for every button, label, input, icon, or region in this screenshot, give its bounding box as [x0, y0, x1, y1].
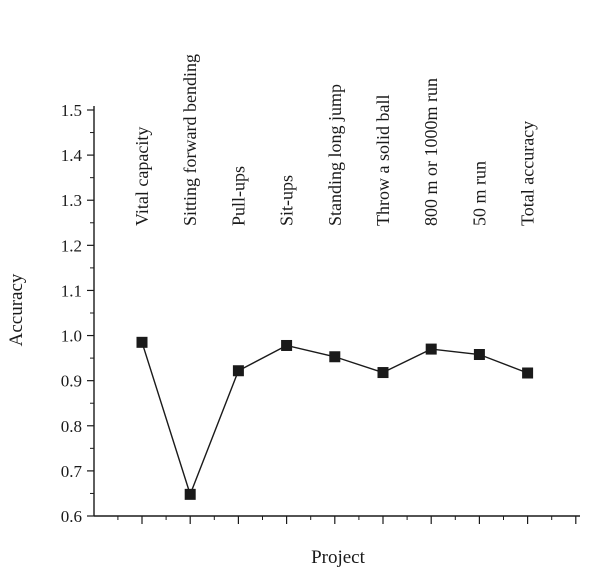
category-label: Sitting forward bending: [180, 54, 200, 226]
y-tick-label: 1.3: [61, 191, 82, 210]
category-label: Standing long jump: [325, 84, 345, 226]
data-point: [522, 367, 534, 379]
data-point: [473, 349, 485, 361]
y-tick-label: 0.9: [61, 372, 82, 391]
data-point: [184, 488, 196, 500]
category-label: Vital capacity: [132, 127, 152, 226]
axes: [93, 106, 580, 517]
data-point: [425, 343, 437, 355]
y-tick-label: 0.7: [61, 462, 83, 481]
y-axis-ticks: 0.6 0.7 0.8 0.9 1.0 1.1 1.2 1.3 1.4 1.5: [61, 101, 94, 526]
data-point: [377, 367, 389, 379]
category-label: 800 m or 1000m run: [421, 78, 441, 226]
series: [136, 336, 534, 500]
data-point: [232, 365, 244, 377]
y-axis-title: Accuracy: [6, 273, 27, 346]
data-point: [136, 336, 148, 348]
category-label: Throw a solid ball: [373, 95, 393, 226]
data-point: [281, 339, 293, 351]
category-label: Total accuracy: [518, 121, 538, 226]
y-tick-label: 0.6: [61, 507, 82, 526]
x-axis-ticks: [117, 516, 577, 524]
category-label: 50 m run: [469, 161, 489, 226]
x-axis-title: Project: [311, 547, 366, 568]
category-label: Sit-ups: [277, 175, 297, 226]
category-labels: Vital capacity Sitting forward bending Pul…: [132, 54, 538, 226]
y-tick-label: 1.4: [61, 146, 83, 165]
y-tick-label: 0.8: [61, 417, 82, 436]
y-tick-label: 1.2: [61, 236, 82, 255]
y-tick-label: 1.5: [61, 101, 82, 120]
category-label: Pull-ups: [228, 166, 248, 226]
y-tick-label: 1.1: [61, 281, 82, 300]
series-line: [141, 342, 528, 497]
y-tick-label: 1.0: [61, 327, 82, 346]
data-point: [329, 351, 341, 363]
